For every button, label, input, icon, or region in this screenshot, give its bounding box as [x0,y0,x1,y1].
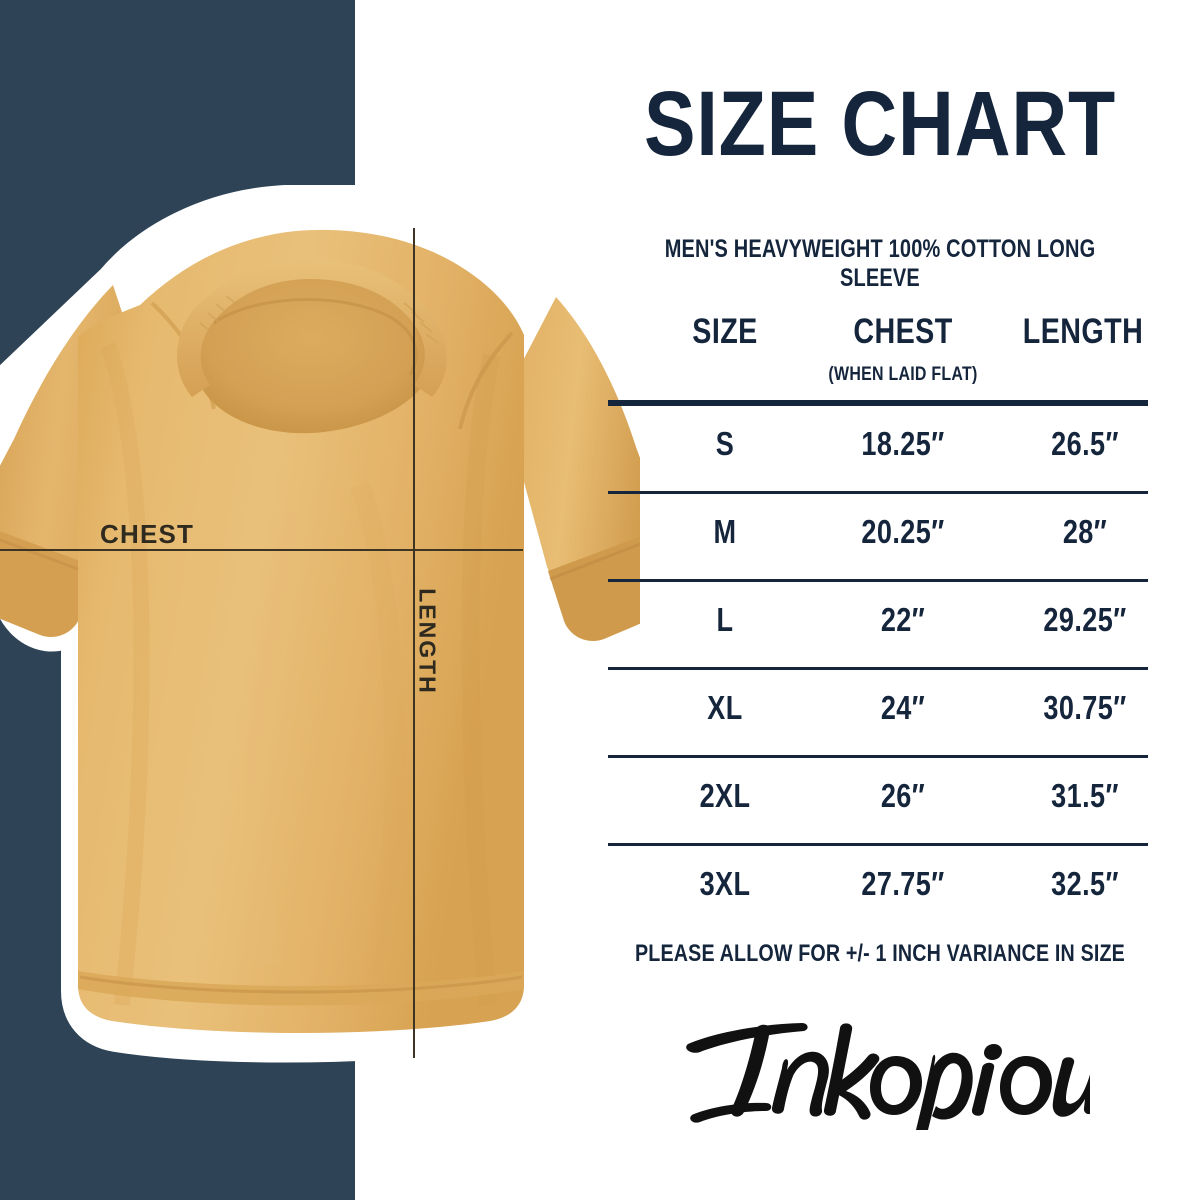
size-table: SIZE CHEST LENGTH (WHEN LAID FLAT) S 18.… [608,312,1148,931]
cell-length: 26.5″ [1051,425,1119,462]
page-subtitle: MEN'S HEAVYWEIGHT 100% COTTON LONG SLEEV… [664,235,1096,292]
cell-size: 3XL [699,865,751,902]
cell-chest: 27.75″ [861,865,945,902]
variance-note: PLEASE ALLOW FOR +/- 1 INCH VARIANCE IN … [635,940,1125,967]
brand-logo: R [560,1010,1200,1140]
table-row: XL 24″ 30.75″ [608,670,1148,755]
row-divider [608,843,1148,846]
cell-chest: 18.25″ [861,425,945,462]
table-row: 3XL 27.75″ 32.5″ [608,846,1148,931]
table-header-row: SIZE CHEST LENGTH (WHEN LAID FLAT) [608,312,1148,400]
cell-chest: 22″ [880,601,926,638]
cell-length: 32.5″ [1051,865,1119,902]
table-row: M 20.25″ 28″ [608,494,1148,579]
page-title: SIZE CHART [643,73,1117,175]
cell-chest: 26″ [880,777,926,814]
row-divider [608,667,1148,670]
cell-size: M [713,513,737,550]
column-header-size: SIZE [692,312,758,351]
cell-length: 31.5″ [1051,777,1119,814]
cell-length: 28″ [1062,513,1108,550]
table-row: S 18.25″ 26.5″ [608,406,1148,491]
table-row: L 22″ 29.25″ [608,582,1148,667]
cell-length: 30.75″ [1043,689,1127,726]
chest-measurement-label: CHEST [100,519,195,549]
cell-chest: 20.25″ [861,513,945,550]
cell-size: 2XL [699,777,751,814]
cell-size: L [716,601,734,638]
cell-length: 29.25″ [1043,601,1127,638]
length-measurement-line [413,228,415,1058]
row-divider [608,755,1148,758]
column-subheader-chest: (WHEN LAID FLAT) [828,364,978,385]
table-row: 2XL 26″ 31.5″ [608,758,1148,843]
cell-size: S [715,425,735,462]
cell-size: XL [707,689,743,726]
length-measurement-label: LENGTH [414,588,441,695]
cell-chest: 24″ [880,689,926,726]
row-divider [608,579,1148,582]
size-chart-panel: SIZE CHART MEN'S HEAVYWEIGHT 100% COTTON… [560,0,1200,1200]
column-header-length: LENGTH [1022,312,1144,351]
chest-measurement-line [0,549,523,551]
shirt-image [0,185,640,1095]
column-header-chest: CHEST [853,312,953,351]
header-divider [608,400,1148,406]
row-divider [608,491,1148,494]
